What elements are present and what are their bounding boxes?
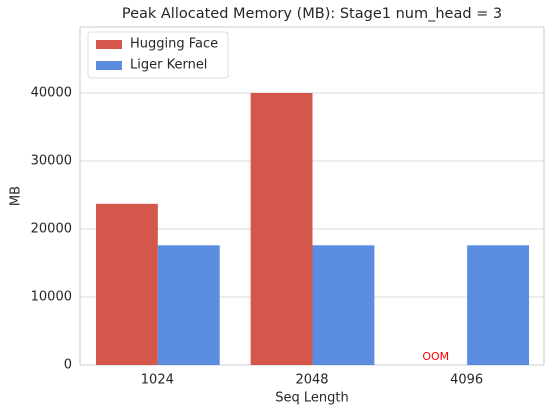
bar (157, 245, 220, 365)
legend-label: Hugging Face (130, 37, 218, 52)
chart-title: Peak Allocated Memory (MB): Stage1 num_h… (122, 6, 502, 22)
x-tick-label: 4096 (450, 373, 483, 388)
y-tick-label: 40000 (31, 85, 72, 100)
bar (467, 245, 530, 365)
y-tick-label: 0 (64, 358, 72, 373)
bar (250, 92, 313, 365)
y-tick-label: 10000 (31, 289, 72, 304)
y-axis-label: MB (9, 186, 24, 206)
bar (95, 203, 158, 365)
y-tick-label: 20000 (31, 221, 72, 236)
y-tick-label: 30000 (31, 153, 72, 168)
bar (312, 245, 375, 365)
x-axis-label: Seq Length (275, 391, 348, 406)
legend-box (87, 31, 229, 79)
legend-swatch (96, 61, 122, 70)
x-tick-label: 1024 (141, 373, 174, 388)
legend-label: Liger Kernel (130, 58, 207, 73)
annotation: OOM (422, 350, 449, 363)
x-tick-label: 2048 (295, 373, 328, 388)
legend-swatch (96, 40, 122, 49)
